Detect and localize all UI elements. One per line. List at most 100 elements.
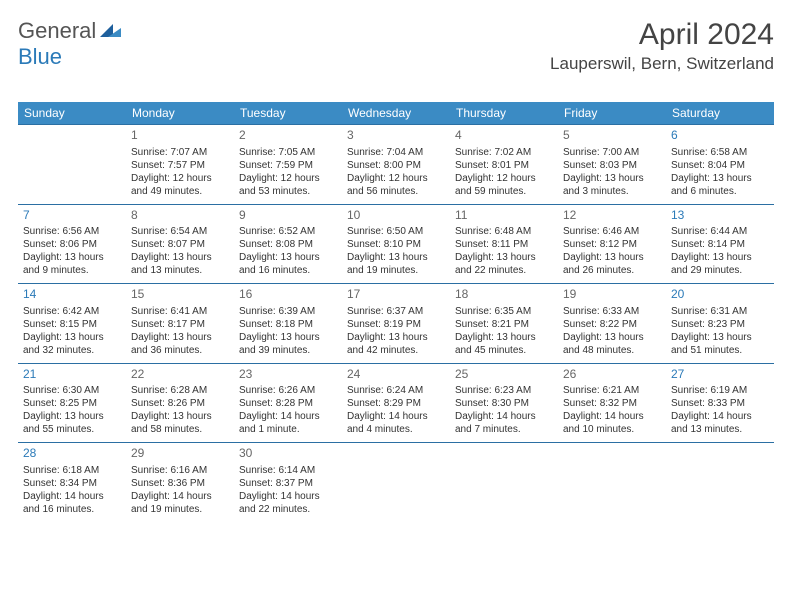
calendar-day-cell: 18Sunrise: 6:35 AMSunset: 8:21 PMDayligh… <box>450 284 558 364</box>
month-title: April 2024 <box>550 18 774 52</box>
weekday-header: Tuesday <box>234 102 342 125</box>
sunset-text: Sunset: 8:17 PM <box>131 318 229 331</box>
brand-part1: General <box>18 18 96 44</box>
day-number: 19 <box>563 287 661 303</box>
daylight-text: Daylight: 13 hours and 19 minutes. <box>347 251 445 277</box>
day-number: 22 <box>131 367 229 383</box>
daylight-text: Daylight: 13 hours and 29 minutes. <box>671 251 769 277</box>
daylight-text: Daylight: 14 hours and 7 minutes. <box>455 410 553 436</box>
sunset-text: Sunset: 8:00 PM <box>347 159 445 172</box>
calendar-day-cell: 16Sunrise: 6:39 AMSunset: 8:18 PMDayligh… <box>234 284 342 364</box>
calendar-day-cell: 9Sunrise: 6:52 AMSunset: 8:08 PMDaylight… <box>234 204 342 284</box>
day-number: 12 <box>563 208 661 224</box>
weekday-header: Friday <box>558 102 666 125</box>
daylight-text: Daylight: 12 hours and 59 minutes. <box>455 172 553 198</box>
sunset-text: Sunset: 8:29 PM <box>347 397 445 410</box>
daylight-text: Daylight: 13 hours and 22 minutes. <box>455 251 553 277</box>
sunset-text: Sunset: 8:32 PM <box>563 397 661 410</box>
calendar-day-cell: 26Sunrise: 6:21 AMSunset: 8:32 PMDayligh… <box>558 363 666 443</box>
sunrise-text: Sunrise: 6:30 AM <box>23 384 121 397</box>
sunrise-text: Sunrise: 6:18 AM <box>23 464 121 477</box>
day-number: 8 <box>131 208 229 224</box>
calendar-day-cell: 24Sunrise: 6:24 AMSunset: 8:29 PMDayligh… <box>342 363 450 443</box>
daylight-text: Daylight: 13 hours and 13 minutes. <box>131 251 229 277</box>
sunrise-text: Sunrise: 6:16 AM <box>131 464 229 477</box>
sunrise-text: Sunrise: 6:14 AM <box>239 464 337 477</box>
calendar-day-cell: 22Sunrise: 6:28 AMSunset: 8:26 PMDayligh… <box>126 363 234 443</box>
sunrise-text: Sunrise: 7:04 AM <box>347 146 445 159</box>
sunset-text: Sunset: 8:06 PM <box>23 238 121 251</box>
day-number: 6 <box>671 128 769 144</box>
daylight-text: Daylight: 14 hours and 22 minutes. <box>239 490 337 516</box>
calendar-day-cell <box>18 125 126 205</box>
daylight-text: Daylight: 13 hours and 36 minutes. <box>131 331 229 357</box>
sunset-text: Sunset: 8:26 PM <box>131 397 229 410</box>
day-number: 13 <box>671 208 769 224</box>
calendar-day-cell: 5Sunrise: 7:00 AMSunset: 8:03 PMDaylight… <box>558 125 666 205</box>
day-number: 20 <box>671 287 769 303</box>
sunrise-text: Sunrise: 6:33 AM <box>563 305 661 318</box>
day-number: 9 <box>239 208 337 224</box>
calendar-day-cell <box>342 443 450 522</box>
weekday-header: Monday <box>126 102 234 125</box>
sunset-text: Sunset: 8:21 PM <box>455 318 553 331</box>
calendar-day-cell: 23Sunrise: 6:26 AMSunset: 8:28 PMDayligh… <box>234 363 342 443</box>
day-number: 16 <box>239 287 337 303</box>
weekday-header: Wednesday <box>342 102 450 125</box>
brand-logo: General <box>18 18 124 44</box>
calendar-day-cell: 10Sunrise: 6:50 AMSunset: 8:10 PMDayligh… <box>342 204 450 284</box>
sunrise-text: Sunrise: 7:02 AM <box>455 146 553 159</box>
sunrise-text: Sunrise: 6:21 AM <box>563 384 661 397</box>
daylight-text: Daylight: 14 hours and 4 minutes. <box>347 410 445 436</box>
calendar-day-cell: 21Sunrise: 6:30 AMSunset: 8:25 PMDayligh… <box>18 363 126 443</box>
title-block: April 2024 Lauperswil, Bern, Switzerland <box>550 18 774 74</box>
day-number: 17 <box>347 287 445 303</box>
sunset-text: Sunset: 8:10 PM <box>347 238 445 251</box>
daylight-text: Daylight: 12 hours and 53 minutes. <box>239 172 337 198</box>
daylight-text: Daylight: 14 hours and 16 minutes. <box>23 490 121 516</box>
calendar-day-cell: 8Sunrise: 6:54 AMSunset: 8:07 PMDaylight… <box>126 204 234 284</box>
day-number: 5 <box>563 128 661 144</box>
calendar-day-cell: 29Sunrise: 6:16 AMSunset: 8:36 PMDayligh… <box>126 443 234 522</box>
daylight-text: Daylight: 13 hours and 39 minutes. <box>239 331 337 357</box>
calendar-day-cell: 6Sunrise: 6:58 AMSunset: 8:04 PMDaylight… <box>666 125 774 205</box>
day-number: 15 <box>131 287 229 303</box>
day-number: 26 <box>563 367 661 383</box>
calendar-day-cell: 19Sunrise: 6:33 AMSunset: 8:22 PMDayligh… <box>558 284 666 364</box>
sunset-text: Sunset: 8:07 PM <box>131 238 229 251</box>
daylight-text: Daylight: 14 hours and 10 minutes. <box>563 410 661 436</box>
calendar-day-cell: 2Sunrise: 7:05 AMSunset: 7:59 PMDaylight… <box>234 125 342 205</box>
calendar-day-cell <box>450 443 558 522</box>
day-number: 24 <box>347 367 445 383</box>
daylight-text: Daylight: 13 hours and 51 minutes. <box>671 331 769 357</box>
daylight-text: Daylight: 14 hours and 1 minute. <box>239 410 337 436</box>
sunrise-text: Sunrise: 6:54 AM <box>131 225 229 238</box>
sunrise-text: Sunrise: 6:48 AM <box>455 225 553 238</box>
day-number: 11 <box>455 208 553 224</box>
sunset-text: Sunset: 8:22 PM <box>563 318 661 331</box>
sunrise-text: Sunrise: 6:42 AM <box>23 305 121 318</box>
sunrise-text: Sunrise: 7:00 AM <box>563 146 661 159</box>
daylight-text: Daylight: 13 hours and 58 minutes. <box>131 410 229 436</box>
sunrise-text: Sunrise: 6:44 AM <box>671 225 769 238</box>
sunset-text: Sunset: 8:12 PM <box>563 238 661 251</box>
calendar-week-row: 7Sunrise: 6:56 AMSunset: 8:06 PMDaylight… <box>18 204 774 284</box>
sunrise-text: Sunrise: 6:39 AM <box>239 305 337 318</box>
calendar-table: SundayMondayTuesdayWednesdayThursdayFrid… <box>18 102 774 522</box>
calendar-day-cell: 11Sunrise: 6:48 AMSunset: 8:11 PMDayligh… <box>450 204 558 284</box>
sunset-text: Sunset: 8:11 PM <box>455 238 553 251</box>
brand-part2: Blue <box>18 44 62 69</box>
sunrise-text: Sunrise: 6:58 AM <box>671 146 769 159</box>
day-number: 3 <box>347 128 445 144</box>
day-number: 27 <box>671 367 769 383</box>
calendar-header-row: SundayMondayTuesdayWednesdayThursdayFrid… <box>18 102 774 125</box>
sunset-text: Sunset: 8:23 PM <box>671 318 769 331</box>
sunset-text: Sunset: 8:19 PM <box>347 318 445 331</box>
brand-mark-icon <box>100 20 122 43</box>
weekday-header: Sunday <box>18 102 126 125</box>
day-number: 30 <box>239 446 337 462</box>
calendar-day-cell: 17Sunrise: 6:37 AMSunset: 8:19 PMDayligh… <box>342 284 450 364</box>
calendar-day-cell: 20Sunrise: 6:31 AMSunset: 8:23 PMDayligh… <box>666 284 774 364</box>
daylight-text: Daylight: 12 hours and 56 minutes. <box>347 172 445 198</box>
day-number: 21 <box>23 367 121 383</box>
